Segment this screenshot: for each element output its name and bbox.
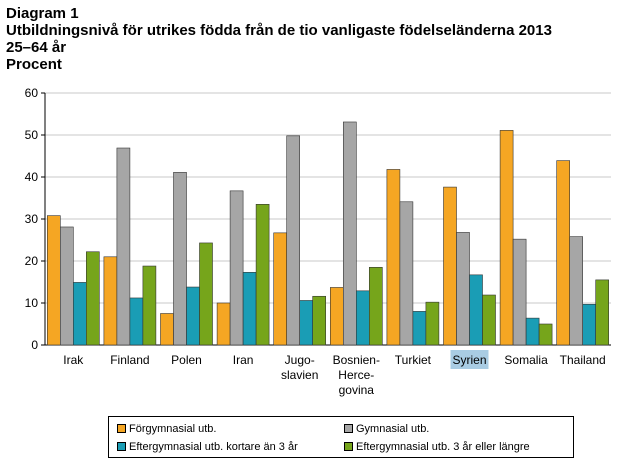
bar [286, 135, 301, 346]
legend-label: Eftergymnasial utb. kortare än 3 år [129, 441, 298, 453]
bar [242, 272, 257, 346]
bar [582, 303, 597, 346]
bar [499, 130, 514, 346]
legend-swatch [117, 424, 126, 433]
bar [273, 232, 288, 346]
x-tick-label: Polen [171, 353, 202, 367]
bar [482, 294, 496, 346]
bar [73, 282, 87, 346]
bar [173, 172, 187, 346]
y-tick-label: 40 [25, 170, 39, 184]
bar [142, 265, 157, 346]
bar [525, 317, 540, 346]
x-tick-label: Thailand [560, 353, 606, 367]
bar [368, 266, 383, 346]
x-tick-label: Syrien [452, 353, 486, 367]
bar [129, 297, 144, 346]
legend-swatch [344, 424, 353, 433]
chart-unit-label: Procent [6, 56, 62, 73]
y-tick-label: 60 [25, 86, 39, 100]
bar [342, 121, 357, 346]
bar [186, 286, 200, 346]
x-tick-label: Bosnien- [333, 353, 380, 367]
y-tick-label: 50 [25, 128, 39, 142]
x-tick-label: Turkiet [395, 353, 432, 367]
legend-label: Förgymnasial utb. [129, 423, 217, 435]
legend-swatch [117, 442, 126, 451]
x-tick-label: govina [339, 383, 375, 397]
bar [538, 323, 553, 346]
legend: Förgymnasial utb. Gymnasial utb. Eftergy… [108, 416, 574, 458]
bar [116, 147, 131, 346]
x-tick-label: Iran [233, 353, 254, 367]
legend-item-eftergymnasial-lang: Eftergymnasial utb. 3 år eller längre [344, 441, 530, 453]
y-tick-label: 10 [25, 296, 39, 310]
x-tick-label: Herce- [338, 368, 374, 382]
bar [59, 226, 74, 346]
bar [569, 236, 584, 346]
bar [443, 186, 457, 346]
y-tick-label: 0 [31, 338, 38, 352]
bar [556, 160, 571, 346]
chart-subtitle: Utbildningsnivå för utrikes födda från d… [6, 22, 552, 39]
bar [386, 169, 401, 346]
legend-item-eftergymnasial-kort: Eftergymnasial utb. kortare än 3 år [117, 441, 298, 453]
bar [255, 204, 270, 346]
bar [160, 313, 174, 346]
bar [312, 295, 327, 346]
legend-swatch [344, 442, 353, 451]
bar [425, 301, 440, 346]
bar [103, 256, 118, 346]
bar [469, 274, 483, 346]
bar [355, 290, 370, 346]
bar [595, 279, 610, 346]
legend-item-gymnasial: Gymnasial utb. [344, 423, 429, 435]
y-tick-label: 20 [25, 254, 39, 268]
x-tick-label: Jugo- [285, 353, 315, 367]
bar [512, 238, 527, 346]
x-tick-label: Somalia [504, 353, 548, 367]
bar [299, 300, 314, 346]
bar [456, 232, 470, 346]
legend-label: Eftergymnasial utb. 3 år eller längre [356, 441, 530, 453]
y-tick-label: 30 [25, 212, 39, 226]
x-tick-label: slavien [281, 368, 318, 382]
bar [216, 302, 231, 346]
bar [399, 201, 414, 346]
legend-item-forgymnasial: Förgymnasial utb. [117, 423, 216, 435]
legend-label: Gymnasial utb. [356, 423, 430, 435]
x-tick-label: Finland [110, 353, 149, 367]
category-highlight [450, 350, 489, 369]
chart-age-range: 25–64 år [6, 39, 67, 56]
bar [329, 287, 344, 346]
x-tick-label: Irak [63, 353, 84, 367]
bar [199, 242, 213, 346]
bar [412, 311, 427, 346]
bar [86, 251, 100, 346]
chart-title: Diagram 1 [6, 5, 79, 22]
bar [229, 190, 244, 346]
bar [46, 215, 61, 346]
